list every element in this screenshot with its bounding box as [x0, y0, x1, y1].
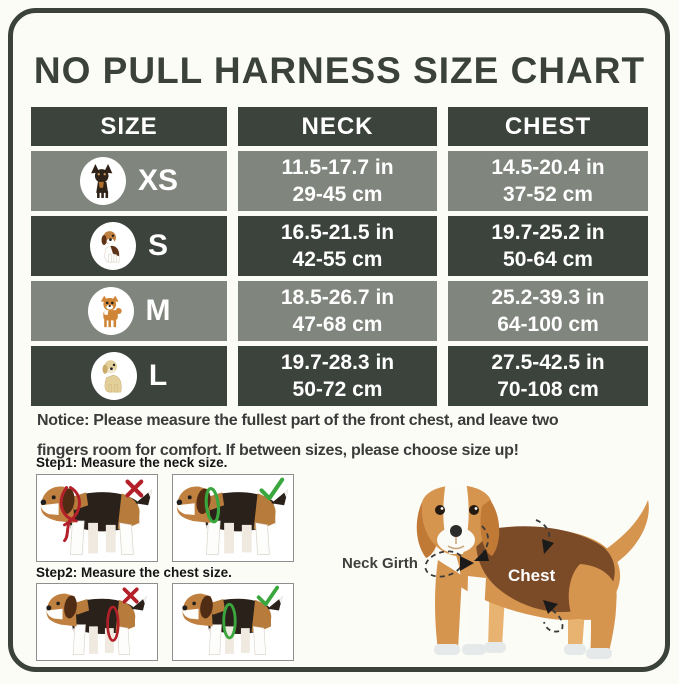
xs-chest-in: 14.5-20.4 in	[491, 156, 605, 179]
m-dog-badge	[87, 287, 134, 335]
step1-right-panel	[172, 474, 294, 562]
row-l-chest-cell: 27.5-42.5 in 70-108 cm	[448, 346, 648, 406]
chest-loop-icon	[535, 519, 564, 633]
m-chest-cm: 64-100 cm	[497, 313, 599, 336]
chihuahua-icon	[91, 164, 113, 198]
beagle-wrong-chest-photo	[37, 584, 157, 660]
x-mark-icon	[125, 479, 144, 498]
step1-wrong-panel	[36, 474, 158, 562]
row-m-size-cell: M	[31, 281, 227, 341]
beagle-right-neck-photo	[173, 475, 293, 561]
xs-neck-in: 11.5-17.7 in	[281, 156, 394, 179]
s-chest-cm: 50-64 cm	[503, 248, 593, 271]
step2-label: Step2: Measure the chest size.	[36, 565, 232, 580]
green-tape-icon	[204, 486, 221, 524]
notice-text: Notice: Please measure the fullest part …	[37, 412, 559, 459]
size-label-xs: XS	[137, 164, 179, 197]
row-xs-neck-cell: 11.5-17.7 in 29-45 cm	[238, 151, 437, 211]
row-xs-size-cell: XS	[31, 151, 227, 211]
row-s-neck-cell: 16.5-21.5 in 42-55 cm	[238, 216, 437, 276]
header-cell-chest: CHEST	[448, 107, 648, 146]
header-neck-label: NECK	[301, 112, 374, 140]
check-mark-icon	[259, 477, 285, 501]
beagle-right-chest-photo	[173, 584, 293, 660]
green-tape-icon	[222, 602, 237, 640]
m-neck-in: 18.5-26.7 in	[280, 286, 395, 309]
m-chest-in: 25.2-39.3 in	[491, 286, 605, 309]
size-table: SIZE NECK CHEST XS 11.5-17.7 in 29-45 cm	[31, 107, 648, 406]
size-label-s: S	[147, 229, 168, 262]
l-neck-cm: 50-72 cm	[292, 378, 383, 401]
l-chest-cm: 70-108 cm	[497, 378, 599, 401]
shiba-icon	[100, 295, 122, 328]
step2-right-panel	[172, 583, 294, 661]
xs-neck-cm: 29-45 cm	[292, 183, 383, 206]
header-cell-size: SIZE	[31, 107, 227, 146]
chest-label: Chest	[508, 566, 556, 585]
beagle-wrong-neck-photo	[37, 475, 157, 561]
neck-girth-loop-icon	[424, 525, 490, 578]
x-mark-icon	[122, 587, 139, 604]
labrador-icon	[102, 360, 122, 393]
s-chest-in: 19.7-25.2 in	[491, 221, 605, 244]
page-title: NO PULL HARNESS SIZE CHART	[33, 50, 646, 91]
row-xs-chest-cell: 14.5-20.4 in 37-52 cm	[448, 151, 648, 211]
s-neck-in: 16.5-21.5 in	[280, 221, 395, 244]
xs-chest-cm: 37-52 cm	[503, 183, 593, 206]
l-chest-in: 27.5-42.5 in	[491, 351, 605, 374]
size-label-m: M	[145, 294, 171, 327]
step2-wrong-panel	[36, 583, 158, 661]
beagle-measurement-illustration: Neck Girth Chest	[342, 481, 649, 659]
step1-label: Step1: Measure the neck size.	[36, 455, 228, 470]
row-l-neck-cell: 19.7-28.3 in 50-72 cm	[238, 346, 437, 406]
row-m-chest-cell: 25.2-39.3 in 64-100 cm	[448, 281, 648, 341]
header-chest-label: CHEST	[504, 112, 592, 140]
row-s-chest-cell: 19.7-25.2 in 50-64 cm	[448, 216, 648, 276]
row-s-size-cell: S	[31, 216, 227, 276]
header-cell-neck: NECK	[238, 107, 437, 146]
measurement-diagram: Neck Girth Chest	[340, 464, 662, 666]
red-tape-icon	[59, 486, 81, 543]
header-size-label: SIZE	[100, 112, 158, 140]
m-neck-cm: 47-68 cm	[292, 313, 383, 336]
size-label-l: L	[148, 359, 168, 392]
beagle-icon	[101, 231, 120, 263]
neck-girth-label: Neck Girth	[342, 555, 418, 572]
l-dog-badge	[90, 352, 137, 400]
s-dog-badge	[89, 222, 136, 270]
s-neck-cm: 42-55 cm	[292, 248, 383, 271]
check-mark-icon	[256, 585, 280, 607]
red-tape-icon	[106, 605, 120, 642]
xs-dog-badge	[79, 157, 126, 205]
l-neck-in: 19.7-28.3 in	[280, 351, 395, 374]
row-m-neck-cell: 18.5-26.7 in 47-68 cm	[238, 281, 437, 341]
row-l-size-cell: L	[31, 346, 227, 406]
